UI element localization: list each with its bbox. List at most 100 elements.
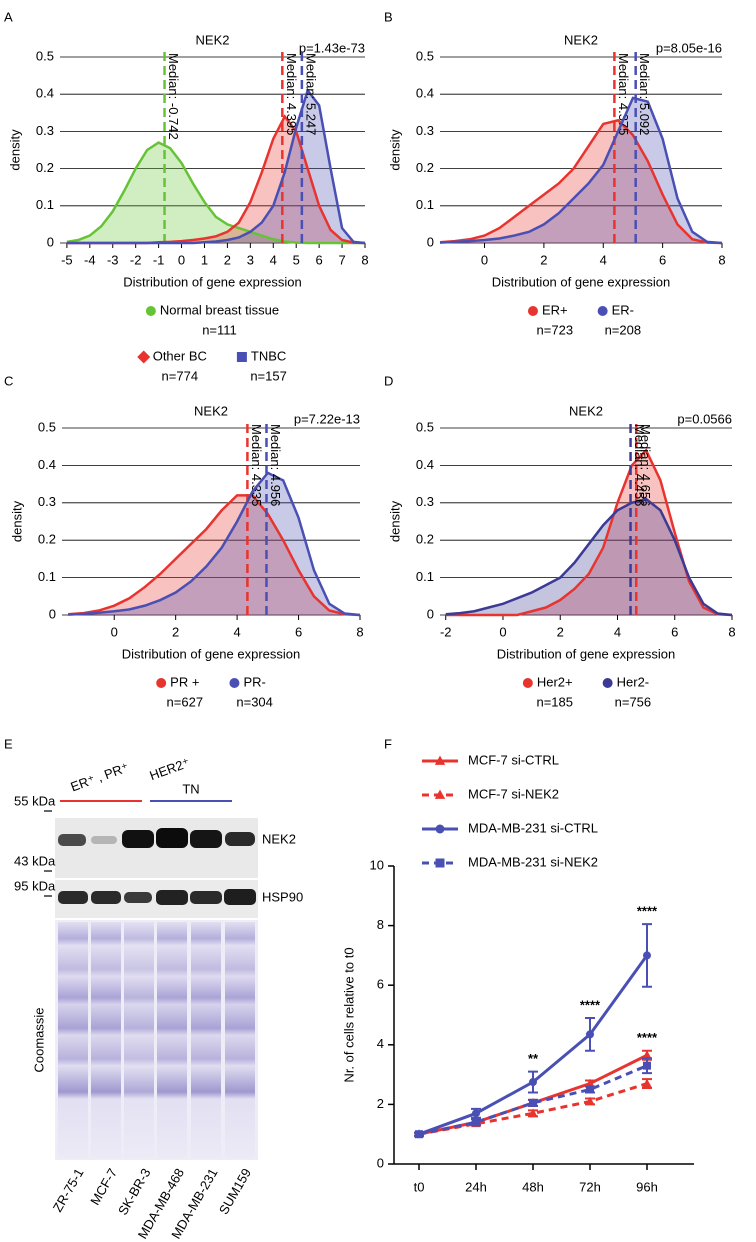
data-point bbox=[642, 1078, 652, 1087]
significance: **** bbox=[637, 1030, 658, 1045]
legend-n: n=627 bbox=[167, 694, 204, 709]
y-tick-label: 0.5 bbox=[416, 48, 434, 63]
series-line bbox=[418, 954, 649, 1136]
x-axis-title: Distribution of gene expression bbox=[492, 274, 671, 289]
group-label: HER2⁺ bbox=[148, 755, 192, 783]
data-point bbox=[529, 1098, 537, 1107]
y-tick-label: 2 bbox=[377, 1096, 384, 1111]
data-point bbox=[642, 1050, 652, 1059]
p-value: p=7.22e-13 bbox=[294, 411, 360, 426]
median-label: Median: 4.375 bbox=[616, 53, 631, 135]
median-label: Median: 4.456 bbox=[632, 424, 647, 506]
x-tick-label: 72h bbox=[579, 1179, 601, 1194]
x-tick-label: 8 bbox=[718, 252, 725, 267]
chart-title: NEK2 bbox=[194, 403, 228, 418]
legend-marker bbox=[236, 352, 247, 362]
legend-n: n=208 bbox=[605, 322, 642, 337]
x-tick-label: -2 bbox=[130, 252, 142, 267]
data-point bbox=[529, 1078, 537, 1087]
median-label: Median: 4.656 bbox=[638, 424, 653, 506]
legend-marker bbox=[229, 678, 240, 688]
y-tick-label: 0 bbox=[427, 606, 434, 621]
x-axis-title: Distribution of gene expression bbox=[122, 646, 301, 661]
legend-marker bbox=[527, 306, 538, 316]
y-tick-label: 0.4 bbox=[38, 457, 56, 472]
legend-label: Normal breast tissue bbox=[160, 302, 279, 317]
median-label: Median: 5.092 bbox=[637, 53, 652, 135]
x-axis-title: Distribution of gene expression bbox=[497, 646, 676, 661]
x-tick-label: 0 bbox=[499, 624, 506, 639]
x-tick-label: 8 bbox=[356, 624, 363, 639]
x-tick-label: 48h bbox=[522, 1179, 544, 1194]
legend-n: n=304 bbox=[236, 694, 273, 709]
density-area bbox=[445, 499, 732, 615]
legend-label: MCF-7 si-NEK2 bbox=[468, 786, 559, 801]
data-point bbox=[586, 1030, 594, 1039]
blot-band bbox=[190, 830, 222, 848]
data-point bbox=[643, 951, 651, 960]
x-tick-label: 0 bbox=[178, 252, 185, 267]
data-point bbox=[472, 1109, 480, 1118]
x-tick-label: 2 bbox=[540, 252, 547, 267]
legend-marker bbox=[435, 858, 445, 868]
significance: ** bbox=[528, 1051, 539, 1066]
blot-band bbox=[58, 891, 88, 904]
legend-marker bbox=[156, 678, 167, 688]
x-tick-label: 3 bbox=[247, 252, 254, 267]
blot-band bbox=[58, 834, 86, 846]
lane-label: MCF-7 bbox=[87, 1166, 120, 1208]
blot-band bbox=[225, 832, 255, 846]
legend-marker bbox=[597, 306, 608, 316]
density-curve bbox=[66, 87, 366, 245]
x-axis-title: Distribution of gene expression bbox=[123, 274, 302, 289]
y-tick-label: 0.1 bbox=[416, 569, 434, 584]
y-tick-label: 0 bbox=[377, 1155, 384, 1170]
legend-label: MCF-7 si-CTRL bbox=[468, 752, 559, 767]
median-label: Median: 5.247 bbox=[303, 53, 318, 135]
density-area bbox=[68, 472, 360, 615]
y-tick-label: 0 bbox=[47, 234, 54, 249]
blot-strip bbox=[55, 818, 258, 878]
y-axis-title: density bbox=[387, 129, 402, 171]
legend-n: n=756 bbox=[615, 694, 652, 709]
data-point bbox=[585, 1096, 595, 1105]
panel-letter: E bbox=[4, 736, 13, 751]
x-tick-label: -2 bbox=[440, 624, 452, 639]
data-point bbox=[586, 1085, 594, 1094]
x-tick-label: 6 bbox=[295, 624, 302, 639]
x-tick-label: 7 bbox=[338, 252, 345, 267]
significance: **** bbox=[580, 997, 601, 1012]
y-tick-label: 0.2 bbox=[38, 532, 56, 547]
legend-label: ER- bbox=[612, 302, 634, 317]
blot-strip bbox=[55, 920, 258, 1160]
chart-title: NEK2 bbox=[569, 403, 603, 418]
x-tick-label: 96h bbox=[636, 1179, 658, 1194]
x-tick-label: -3 bbox=[107, 252, 119, 267]
x-tick-label: 4 bbox=[233, 624, 240, 639]
legend-n: n=185 bbox=[536, 694, 573, 709]
legend-marker bbox=[434, 755, 446, 765]
legend-label: ER+ bbox=[542, 302, 568, 317]
legend-label: Her2- bbox=[617, 674, 650, 689]
y-tick-label: 0.3 bbox=[36, 123, 54, 138]
blot-band bbox=[156, 828, 188, 848]
coomassie-lane bbox=[58, 922, 88, 1158]
legend-marker bbox=[522, 678, 533, 688]
y-tick-label: 0.5 bbox=[36, 48, 54, 63]
y-tick-label: 0.2 bbox=[416, 532, 434, 547]
legend-marker bbox=[434, 789, 446, 799]
row-label: HSP90 bbox=[262, 889, 303, 904]
legend-marker bbox=[145, 306, 156, 316]
x-tick-label: 1 bbox=[201, 252, 208, 267]
data-point bbox=[415, 1130, 423, 1139]
p-value: p=0.0566 bbox=[677, 411, 732, 426]
density-area bbox=[440, 97, 722, 243]
density-area bbox=[66, 142, 365, 243]
x-tick-label: 6 bbox=[671, 624, 678, 639]
y-tick-label: 0.5 bbox=[38, 419, 56, 434]
density-area bbox=[440, 120, 722, 243]
y-tick-label: 0.1 bbox=[38, 569, 56, 584]
y-tick-label: 0.4 bbox=[36, 86, 54, 101]
coomassie-lane bbox=[225, 922, 255, 1158]
